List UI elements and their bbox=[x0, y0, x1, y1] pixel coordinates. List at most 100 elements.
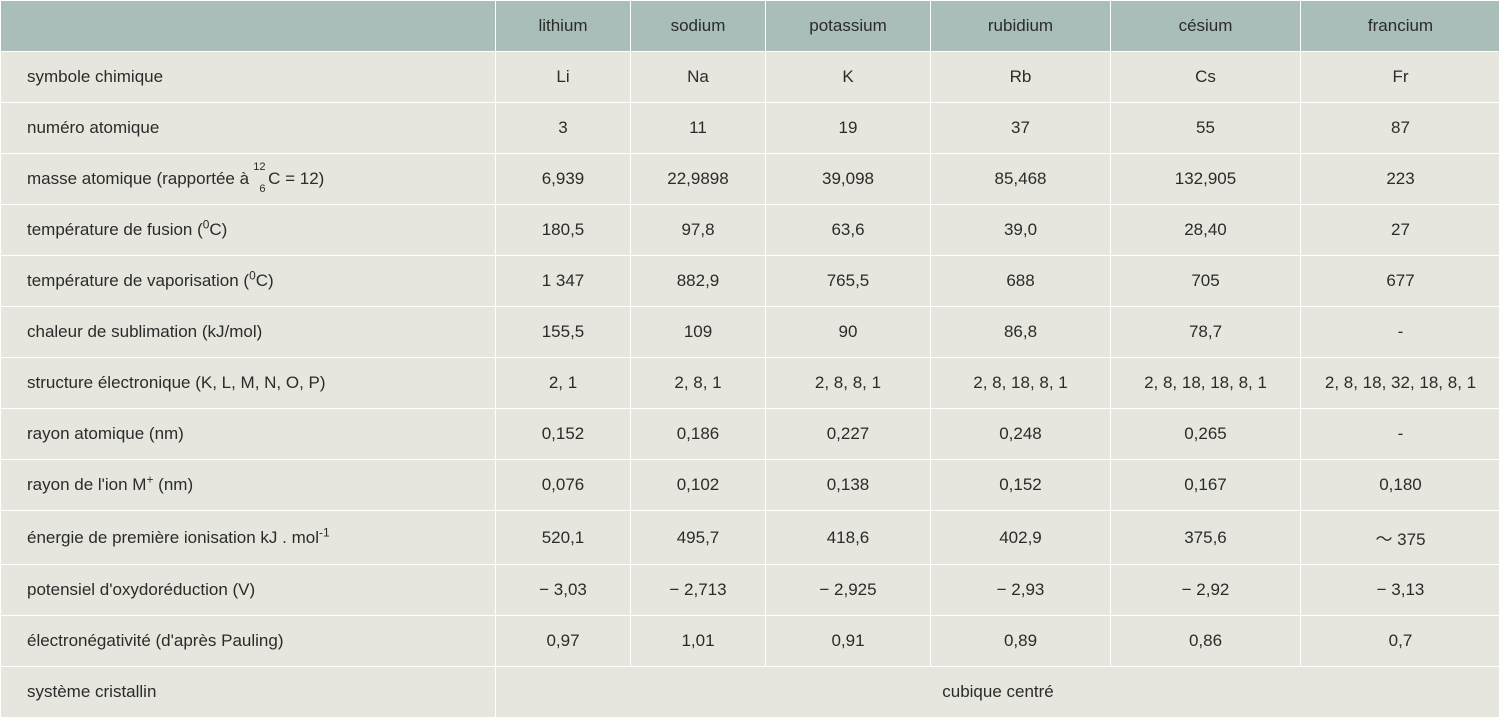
table-cell: 705 bbox=[1111, 256, 1301, 307]
table-cell: − 3,03 bbox=[496, 565, 631, 616]
table-cell: 0,180 bbox=[1301, 460, 1499, 511]
table-cell: 〜 375 bbox=[1301, 511, 1499, 565]
table-cell: 2, 8, 1 bbox=[631, 358, 766, 409]
table-header-row: lithium sodium potassium rubidium césium… bbox=[1, 1, 1499, 52]
table-cell: 688 bbox=[931, 256, 1111, 307]
table-cell: 0,076 bbox=[496, 460, 631, 511]
table-row: système cristallincubique centré bbox=[1, 667, 1499, 718]
table-cell: 90 bbox=[766, 307, 931, 358]
table-cell: 86,8 bbox=[931, 307, 1111, 358]
table-cell: 63,6 bbox=[766, 205, 931, 256]
table-row: température de fusion (0C)180,597,863,63… bbox=[1, 205, 1499, 256]
table-cell: 0,97 bbox=[496, 616, 631, 667]
col-header-sodium: sodium bbox=[631, 1, 766, 52]
table-cell: 2, 8, 18, 32, 18, 8, 1 bbox=[1301, 358, 1499, 409]
table-row: potensiel d'oxydoréduction (V)− 3,03− 2,… bbox=[1, 565, 1499, 616]
table-cell: 0,138 bbox=[766, 460, 931, 511]
table-cell: − 2,92 bbox=[1111, 565, 1301, 616]
table-cell-spanned: cubique centré bbox=[496, 667, 1499, 718]
table-cell: 132,905 bbox=[1111, 154, 1301, 205]
table-cell: 3 bbox=[496, 103, 631, 154]
table-cell: 418,6 bbox=[766, 511, 931, 565]
table-row: masse atomique (rapportée à 12126C = 12)… bbox=[1, 154, 1499, 205]
table-cell: 109 bbox=[631, 307, 766, 358]
col-header-lithium: lithium bbox=[496, 1, 631, 52]
table-row: rayon atomique (nm)0,1520,1860,2270,2480… bbox=[1, 409, 1499, 460]
table-cell: 78,7 bbox=[1111, 307, 1301, 358]
table-cell: − 2,713 bbox=[631, 565, 766, 616]
table-cell: 2, 1 bbox=[496, 358, 631, 409]
table-cell: 180,5 bbox=[496, 205, 631, 256]
row-header: structure électronique (K, L, M, N, O, P… bbox=[1, 358, 496, 409]
table-cell: − 2,925 bbox=[766, 565, 931, 616]
row-header: température de fusion (0C) bbox=[1, 205, 496, 256]
table-cell: Rb bbox=[931, 52, 1111, 103]
table-cell: 39,098 bbox=[766, 154, 931, 205]
table-row: chaleur de sublimation (kJ/mol)155,51099… bbox=[1, 307, 1499, 358]
table-cell: − 3,13 bbox=[1301, 565, 1499, 616]
table-cell: 0,152 bbox=[931, 460, 1111, 511]
table-row: énergie de première ionisation kJ . mol-… bbox=[1, 511, 1499, 565]
table-cell: 402,9 bbox=[931, 511, 1111, 565]
row-header: énergie de première ionisation kJ . mol-… bbox=[1, 511, 496, 565]
table-cell: 765,5 bbox=[766, 256, 931, 307]
table-cell: 39,0 bbox=[931, 205, 1111, 256]
row-header: système cristallin bbox=[1, 667, 496, 718]
row-header: numéro atomique bbox=[1, 103, 496, 154]
table-cell: 677 bbox=[1301, 256, 1499, 307]
table-cell: − 2,93 bbox=[931, 565, 1111, 616]
row-header: symbole chimique bbox=[1, 52, 496, 103]
table-cell: 6,939 bbox=[496, 154, 631, 205]
table-cell: 520,1 bbox=[496, 511, 631, 565]
table-row: numéro atomique31119375587 bbox=[1, 103, 1499, 154]
table-cell: 22,9898 bbox=[631, 154, 766, 205]
table-cell: 155,5 bbox=[496, 307, 631, 358]
table-cell: K bbox=[766, 52, 931, 103]
table-cell: Cs bbox=[1111, 52, 1301, 103]
table-cell: 0,91 bbox=[766, 616, 931, 667]
table-body: symbole chimiqueLiNaKRbCsFrnuméro atomiq… bbox=[1, 52, 1499, 718]
col-header-francium: francium bbox=[1301, 1, 1499, 52]
table-cell: 223 bbox=[1301, 154, 1499, 205]
table-cell: 375,6 bbox=[1111, 511, 1301, 565]
table-cell: 0,102 bbox=[631, 460, 766, 511]
row-header: rayon de l'ion M+ (nm) bbox=[1, 460, 496, 511]
table-cell: 0,186 bbox=[631, 409, 766, 460]
table-cell: 495,7 bbox=[631, 511, 766, 565]
table-cell: 0,248 bbox=[931, 409, 1111, 460]
table-cell: 0,167 bbox=[1111, 460, 1301, 511]
col-header-rubidium: rubidium bbox=[931, 1, 1111, 52]
table-cell: 1,01 bbox=[631, 616, 766, 667]
row-header: chaleur de sublimation (kJ/mol) bbox=[1, 307, 496, 358]
row-header: potensiel d'oxydoréduction (V) bbox=[1, 565, 496, 616]
table-cell: Na bbox=[631, 52, 766, 103]
table-cell: 1 347 bbox=[496, 256, 631, 307]
table-cell: - bbox=[1301, 307, 1499, 358]
table-row: rayon de l'ion M+ (nm)0,0760,1020,1380,1… bbox=[1, 460, 1499, 511]
table-cell: 0,89 bbox=[931, 616, 1111, 667]
header-corner-cell bbox=[1, 1, 496, 52]
table-cell: 0,86 bbox=[1111, 616, 1301, 667]
row-header: température de vaporisation (0C) bbox=[1, 256, 496, 307]
table-cell: 28,40 bbox=[1111, 205, 1301, 256]
table-cell: 27 bbox=[1301, 205, 1499, 256]
table-cell: 0,7 bbox=[1301, 616, 1499, 667]
table-cell: - bbox=[1301, 409, 1499, 460]
col-header-cesium: césium bbox=[1111, 1, 1301, 52]
table-cell: 11 bbox=[631, 103, 766, 154]
table-row: structure électronique (K, L, M, N, O, P… bbox=[1, 358, 1499, 409]
table-cell: 0,265 bbox=[1111, 409, 1301, 460]
row-header: électronégativité (d'après Pauling) bbox=[1, 616, 496, 667]
table-row: température de vaporisation (0C)1 347882… bbox=[1, 256, 1499, 307]
table-cell: 37 bbox=[931, 103, 1111, 154]
col-header-potassium: potassium bbox=[766, 1, 931, 52]
table-cell: 0,152 bbox=[496, 409, 631, 460]
row-header: rayon atomique (nm) bbox=[1, 409, 496, 460]
table-cell: 87 bbox=[1301, 103, 1499, 154]
table-row: symbole chimiqueLiNaKRbCsFr bbox=[1, 52, 1499, 103]
table-cell: 97,8 bbox=[631, 205, 766, 256]
table-cell: 2, 8, 18, 18, 8, 1 bbox=[1111, 358, 1301, 409]
table-cell: Fr bbox=[1301, 52, 1499, 103]
table-cell: 85,468 bbox=[931, 154, 1111, 205]
table-cell: 19 bbox=[766, 103, 931, 154]
